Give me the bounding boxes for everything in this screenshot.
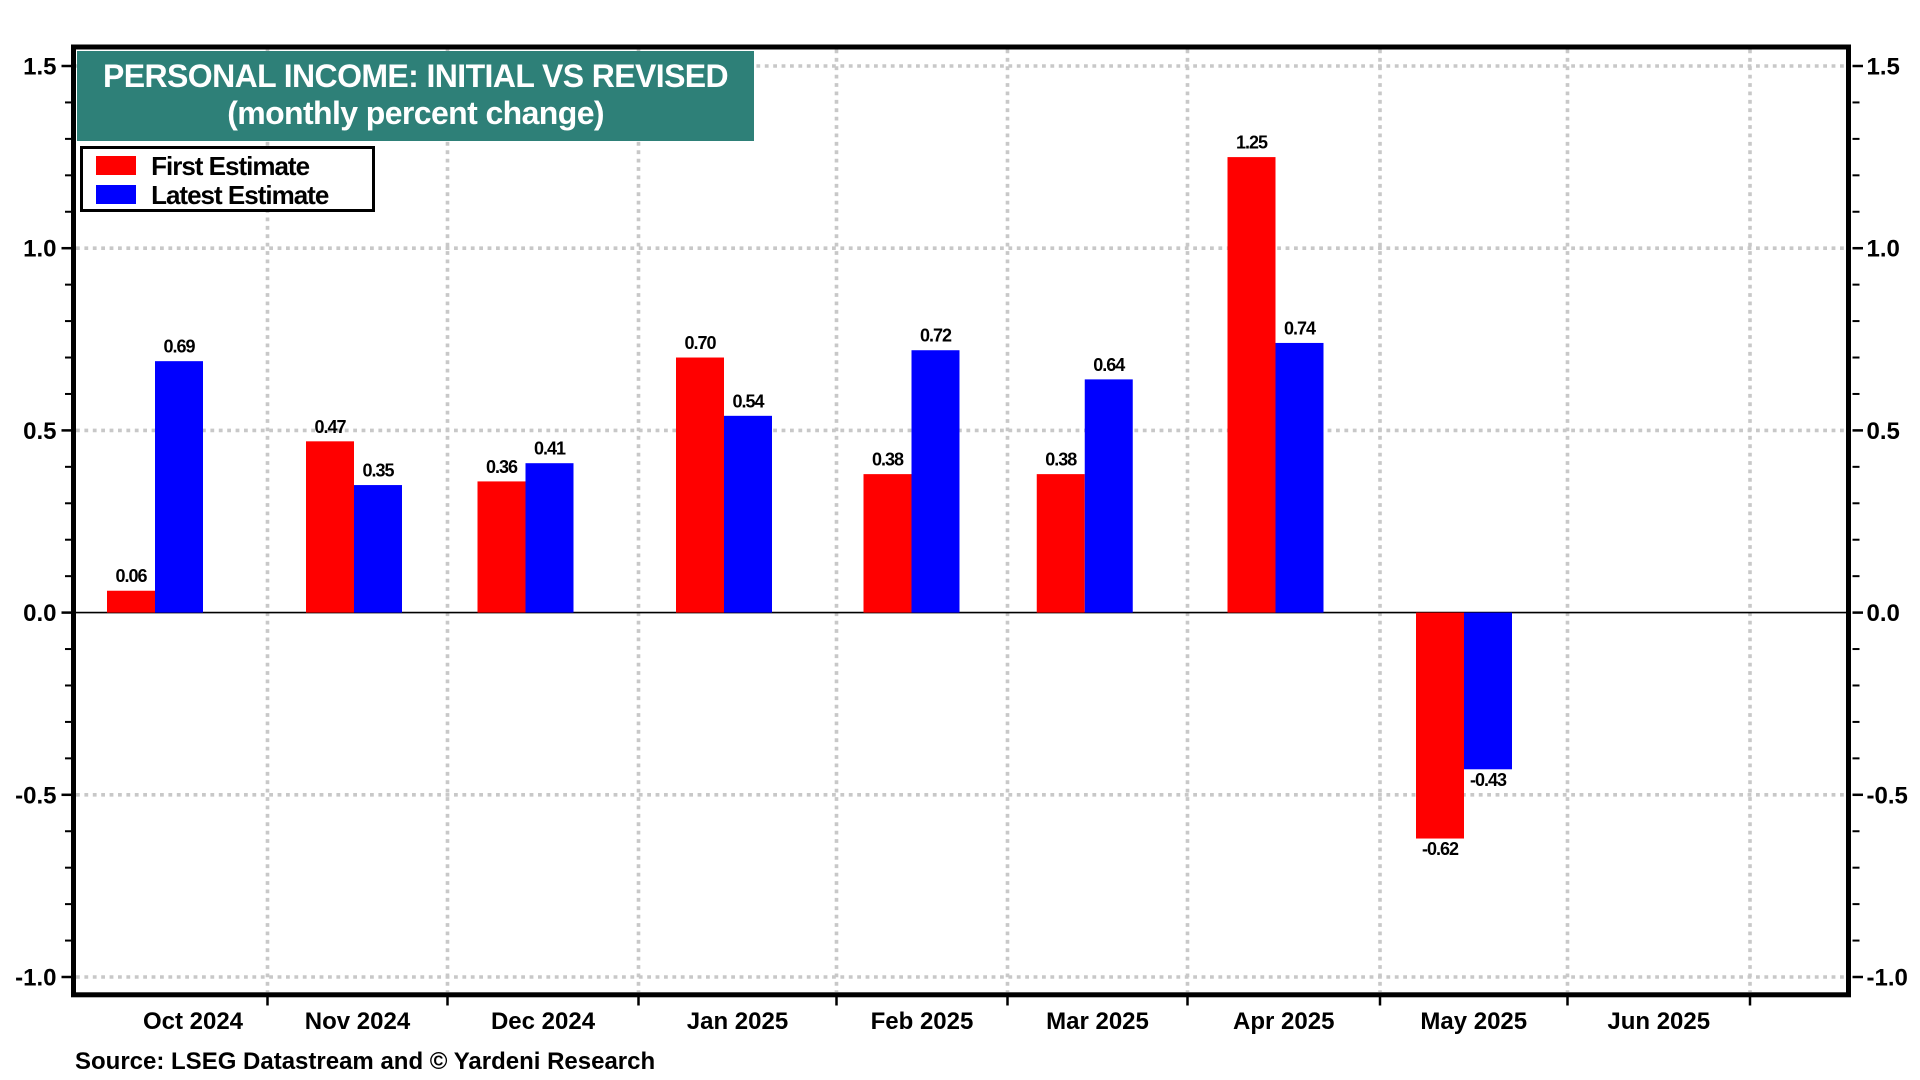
- bar-value-label: 0.74: [1284, 318, 1316, 338]
- bar-value-label: 0.47: [314, 417, 346, 437]
- bar-first-estimate: [676, 357, 724, 613]
- bar-first-estimate: [1416, 612, 1464, 839]
- y-axis-label-right: -1.0: [1867, 965, 1908, 992]
- bar-first-estimate: [1227, 157, 1276, 613]
- x-axis-label: Mar 2025: [1046, 1008, 1149, 1035]
- legend-label-first-estimate: First Estimate: [151, 150, 310, 181]
- x-axis-label: May 2025: [1420, 1008, 1527, 1035]
- bar-value-label: 0.06: [115, 566, 147, 586]
- legend-swatch-first-estimate: [96, 156, 137, 176]
- bar-latest-estimate: [724, 415, 772, 613]
- bar-latest-estimate: [1464, 612, 1512, 770]
- bar-value-label: 0.72: [920, 326, 952, 346]
- y-axis-label-left: -0.5: [15, 782, 56, 809]
- legend: First Estimate Latest Estimate: [79, 145, 376, 213]
- bar-value-label: 0.41: [534, 439, 566, 459]
- bar-value-label: 0.54: [732, 391, 764, 411]
- bar-first-estimate: [306, 441, 354, 613]
- bar-value-label: 0.36: [486, 457, 518, 477]
- bar-value-label: 0.38: [1045, 450, 1077, 470]
- bar-value-label: -0.43: [1470, 770, 1507, 790]
- legend-swatch-latest-estimate: [96, 185, 137, 205]
- x-axis-label: Dec 2024: [491, 1008, 596, 1035]
- chart-title-box: PERSONAL INCOME: INITIAL VS REVISED (mon…: [76, 50, 755, 142]
- bar-latest-estimate: [1084, 379, 1133, 613]
- bar-first-estimate: [107, 590, 155, 613]
- bar-latest-estimate: [155, 361, 203, 613]
- chart-subtitle: (monthly percent change): [227, 95, 604, 131]
- bar-value-label: 0.70: [684, 333, 716, 353]
- source-note: Source: LSEG Datastream and © Yardeni Re…: [75, 1047, 656, 1075]
- bar-value-label: 0.35: [362, 461, 394, 481]
- x-axis-label: Jan 2025: [687, 1008, 788, 1035]
- y-axis-label-left: 0.0: [23, 600, 56, 627]
- bar-value-label: 0.69: [163, 337, 195, 357]
- x-axis-label: Nov 2024: [305, 1008, 411, 1035]
- x-axis-label: Jun 2025: [1607, 1008, 1710, 1035]
- bar-value-label: -0.62: [1422, 839, 1459, 859]
- y-axis-label-left: 1.0: [23, 236, 56, 263]
- x-axis-label: Oct 2024: [143, 1008, 244, 1035]
- bar-value-label: 0.64: [1093, 355, 1125, 375]
- y-axis-label-right: 1.0: [1867, 236, 1900, 263]
- legend-label-latest-estimate: Latest Estimate: [151, 179, 329, 210]
- bar-first-estimate: [477, 481, 526, 613]
- bar-value-label: 0.38: [872, 450, 904, 470]
- bar-latest-estimate: [354, 485, 402, 613]
- y-axis-label-left: 1.5: [23, 54, 56, 81]
- bar-first-estimate: [1036, 474, 1085, 613]
- chart-title: PERSONAL INCOME: INITIAL VS REVISED: [103, 57, 729, 94]
- plot-frame: [71, 44, 1851, 998]
- x-axis-label: Apr 2025: [1233, 1008, 1334, 1035]
- y-axis-label-right: 1.5: [1867, 54, 1900, 81]
- bar-latest-estimate: [1275, 342, 1324, 613]
- bar-latest-estimate: [525, 463, 574, 613]
- bar-value-label: 1.25: [1236, 133, 1268, 153]
- y-axis-label-right: 0.0: [1867, 600, 1900, 627]
- bar-latest-estimate: [911, 350, 960, 613]
- y-axis-label-left: -1.0: [15, 965, 56, 992]
- y-axis-label-left: 0.5: [23, 418, 56, 445]
- x-axis-label: Feb 2025: [871, 1008, 974, 1035]
- y-axis-label-right: -0.5: [1867, 782, 1908, 809]
- bar-first-estimate: [863, 474, 912, 613]
- y-axis-label-right: 0.5: [1867, 418, 1900, 445]
